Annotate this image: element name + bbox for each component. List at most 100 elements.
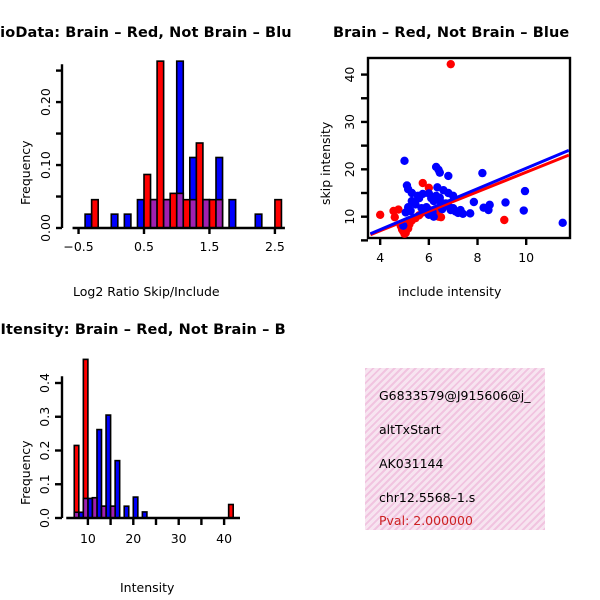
- histogram-bin: [195, 142, 211, 229]
- scatter-point: [429, 212, 438, 221]
- x-tick-label: 10: [80, 531, 96, 546]
- bar-brain: [73, 444, 80, 519]
- bar-brain: [182, 198, 191, 229]
- scatter-point: [433, 183, 442, 192]
- histogram-bin: [73, 444, 85, 519]
- info-line-probe: G6833579@J915606@j_: [379, 388, 531, 403]
- bar-not-brain: [123, 505, 130, 519]
- y-tick-label: 0.10: [38, 151, 53, 179]
- intensity-histogram-xlabel: Intensity: [120, 580, 175, 595]
- scatter-point: [519, 206, 528, 215]
- histogram-bin: [82, 358, 94, 519]
- histogram-bin: [169, 60, 185, 229]
- bar-not-brain: [84, 213, 93, 229]
- bar-overlap: [162, 198, 171, 229]
- y-tick-label: 40: [342, 67, 357, 83]
- y-tick-label: 20: [342, 161, 357, 177]
- scatter-xlabel: include intensity: [398, 284, 502, 299]
- bar-brain: [169, 192, 178, 229]
- histogram-bin: [123, 505, 130, 519]
- intensity-histogram-plot: 10 20 30 40 0.0 0.1 0.2 0.3 0.4: [37, 358, 240, 546]
- y-tick-label: 0.20: [38, 88, 53, 116]
- bar-not-brain: [136, 198, 145, 229]
- y-tick-label: 0.2: [37, 441, 52, 461]
- bar-brain: [274, 198, 283, 229]
- scatter-point: [390, 212, 399, 222]
- bar-not-brain: [123, 213, 132, 229]
- x-tick-label: 8: [474, 250, 482, 265]
- x-tick-label: 2.5: [265, 239, 285, 254]
- y-tick-label: 0.0: [37, 508, 52, 528]
- bar-not-brain: [105, 414, 112, 519]
- histogram-bin: [109, 459, 121, 519]
- scatter-point: [484, 205, 493, 215]
- bar-brain: [208, 198, 217, 229]
- trend-line: [369, 148, 570, 236]
- bar-overlap: [82, 497, 89, 519]
- scatter-point: [411, 200, 420, 209]
- scatter-point: [435, 168, 444, 177]
- x-tick-label: 4: [376, 250, 384, 265]
- histogram-bin: [84, 213, 93, 229]
- bar-brain: [90, 198, 99, 229]
- intensity-histogram-title: ne Itensity: Brain – Red, Not Brain – B: [0, 322, 286, 338]
- y-tick-label: 0.00: [38, 214, 53, 242]
- bar-overlap: [215, 198, 224, 229]
- info-line-event-type: altTxStart: [379, 422, 441, 437]
- ratio-histogram-xlabel: Log2 Ratio Skip/Include: [73, 284, 220, 299]
- bar-not-brain: [254, 213, 263, 229]
- histogram-bin: [100, 414, 112, 519]
- info-line-locus: chr12.5568–1.s: [379, 490, 476, 505]
- y-tick-label: 10: [342, 209, 357, 225]
- histogram-bin: [274, 198, 283, 229]
- x-tick-label: 30: [171, 531, 187, 546]
- bar-overlap: [175, 192, 185, 229]
- scatter-title: Brain – Red, Not Brain – Blue: [333, 25, 570, 41]
- scatter-point: [418, 189, 427, 199]
- scatter-point: [446, 59, 455, 69]
- y-tick-label: 0.4: [37, 373, 52, 393]
- histogram-bin: [110, 213, 119, 229]
- histogram-bin: [227, 503, 234, 519]
- histogram-bin: [228, 198, 237, 229]
- bar-not-brain: [228, 198, 237, 229]
- y-tick-label: 30: [342, 114, 357, 130]
- scatter-point: [520, 186, 530, 196]
- scatter-point: [406, 206, 415, 216]
- bar-overlap: [202, 198, 211, 229]
- scatter-point: [478, 168, 487, 178]
- annotation-info-box: G6833579@J915606@j_ altTxStart AK031144 …: [365, 368, 545, 530]
- x-tick-label: −0.5: [63, 239, 93, 254]
- scatter-point: [375, 210, 385, 219]
- x-tick-label: 10: [518, 250, 534, 265]
- y-tick-label: 0.3: [37, 407, 52, 427]
- scatter-point: [469, 197, 479, 207]
- bar-overlap: [100, 505, 107, 519]
- scatter-point: [458, 209, 468, 219]
- histogram-bin: [136, 198, 145, 229]
- bar-overlap: [109, 505, 116, 519]
- x-tick-label: 40: [216, 531, 232, 546]
- x-tick-label: 0.5: [134, 239, 154, 254]
- y-tick-label: 0.1: [37, 474, 52, 494]
- bar-overlap: [149, 198, 158, 229]
- histogram-bin: [91, 428, 103, 519]
- histogram-bin: [182, 156, 198, 229]
- bar-brain: [195, 142, 204, 229]
- info-line-pval: Pval: 2.000000: [379, 513, 473, 528]
- x-tick-label: 6: [425, 250, 433, 265]
- scatter-point: [558, 218, 567, 228]
- bar-brain: [227, 503, 234, 519]
- bar-not-brain: [110, 213, 119, 229]
- x-tick-label: 1.5: [200, 239, 220, 254]
- bar-overlap: [189, 198, 198, 229]
- scatter-plot: 4 6 8 10 10 20 30 40: [342, 56, 572, 265]
- bar-not-brain: [132, 496, 139, 519]
- histogram-bin: [143, 173, 158, 229]
- bar-overlap: [91, 496, 98, 519]
- ratio-histogram-title: RatioData: Brain – Red, Not Brain – Blu: [0, 25, 292, 41]
- x-tick-label: 20: [125, 531, 141, 546]
- info-line-accession: AK031144: [379, 456, 444, 471]
- ratio-histogram-plot: −0.5 0.5 1.5 2.5 0.00 0.10 0.20: [38, 60, 285, 254]
- scatter-point: [444, 171, 453, 181]
